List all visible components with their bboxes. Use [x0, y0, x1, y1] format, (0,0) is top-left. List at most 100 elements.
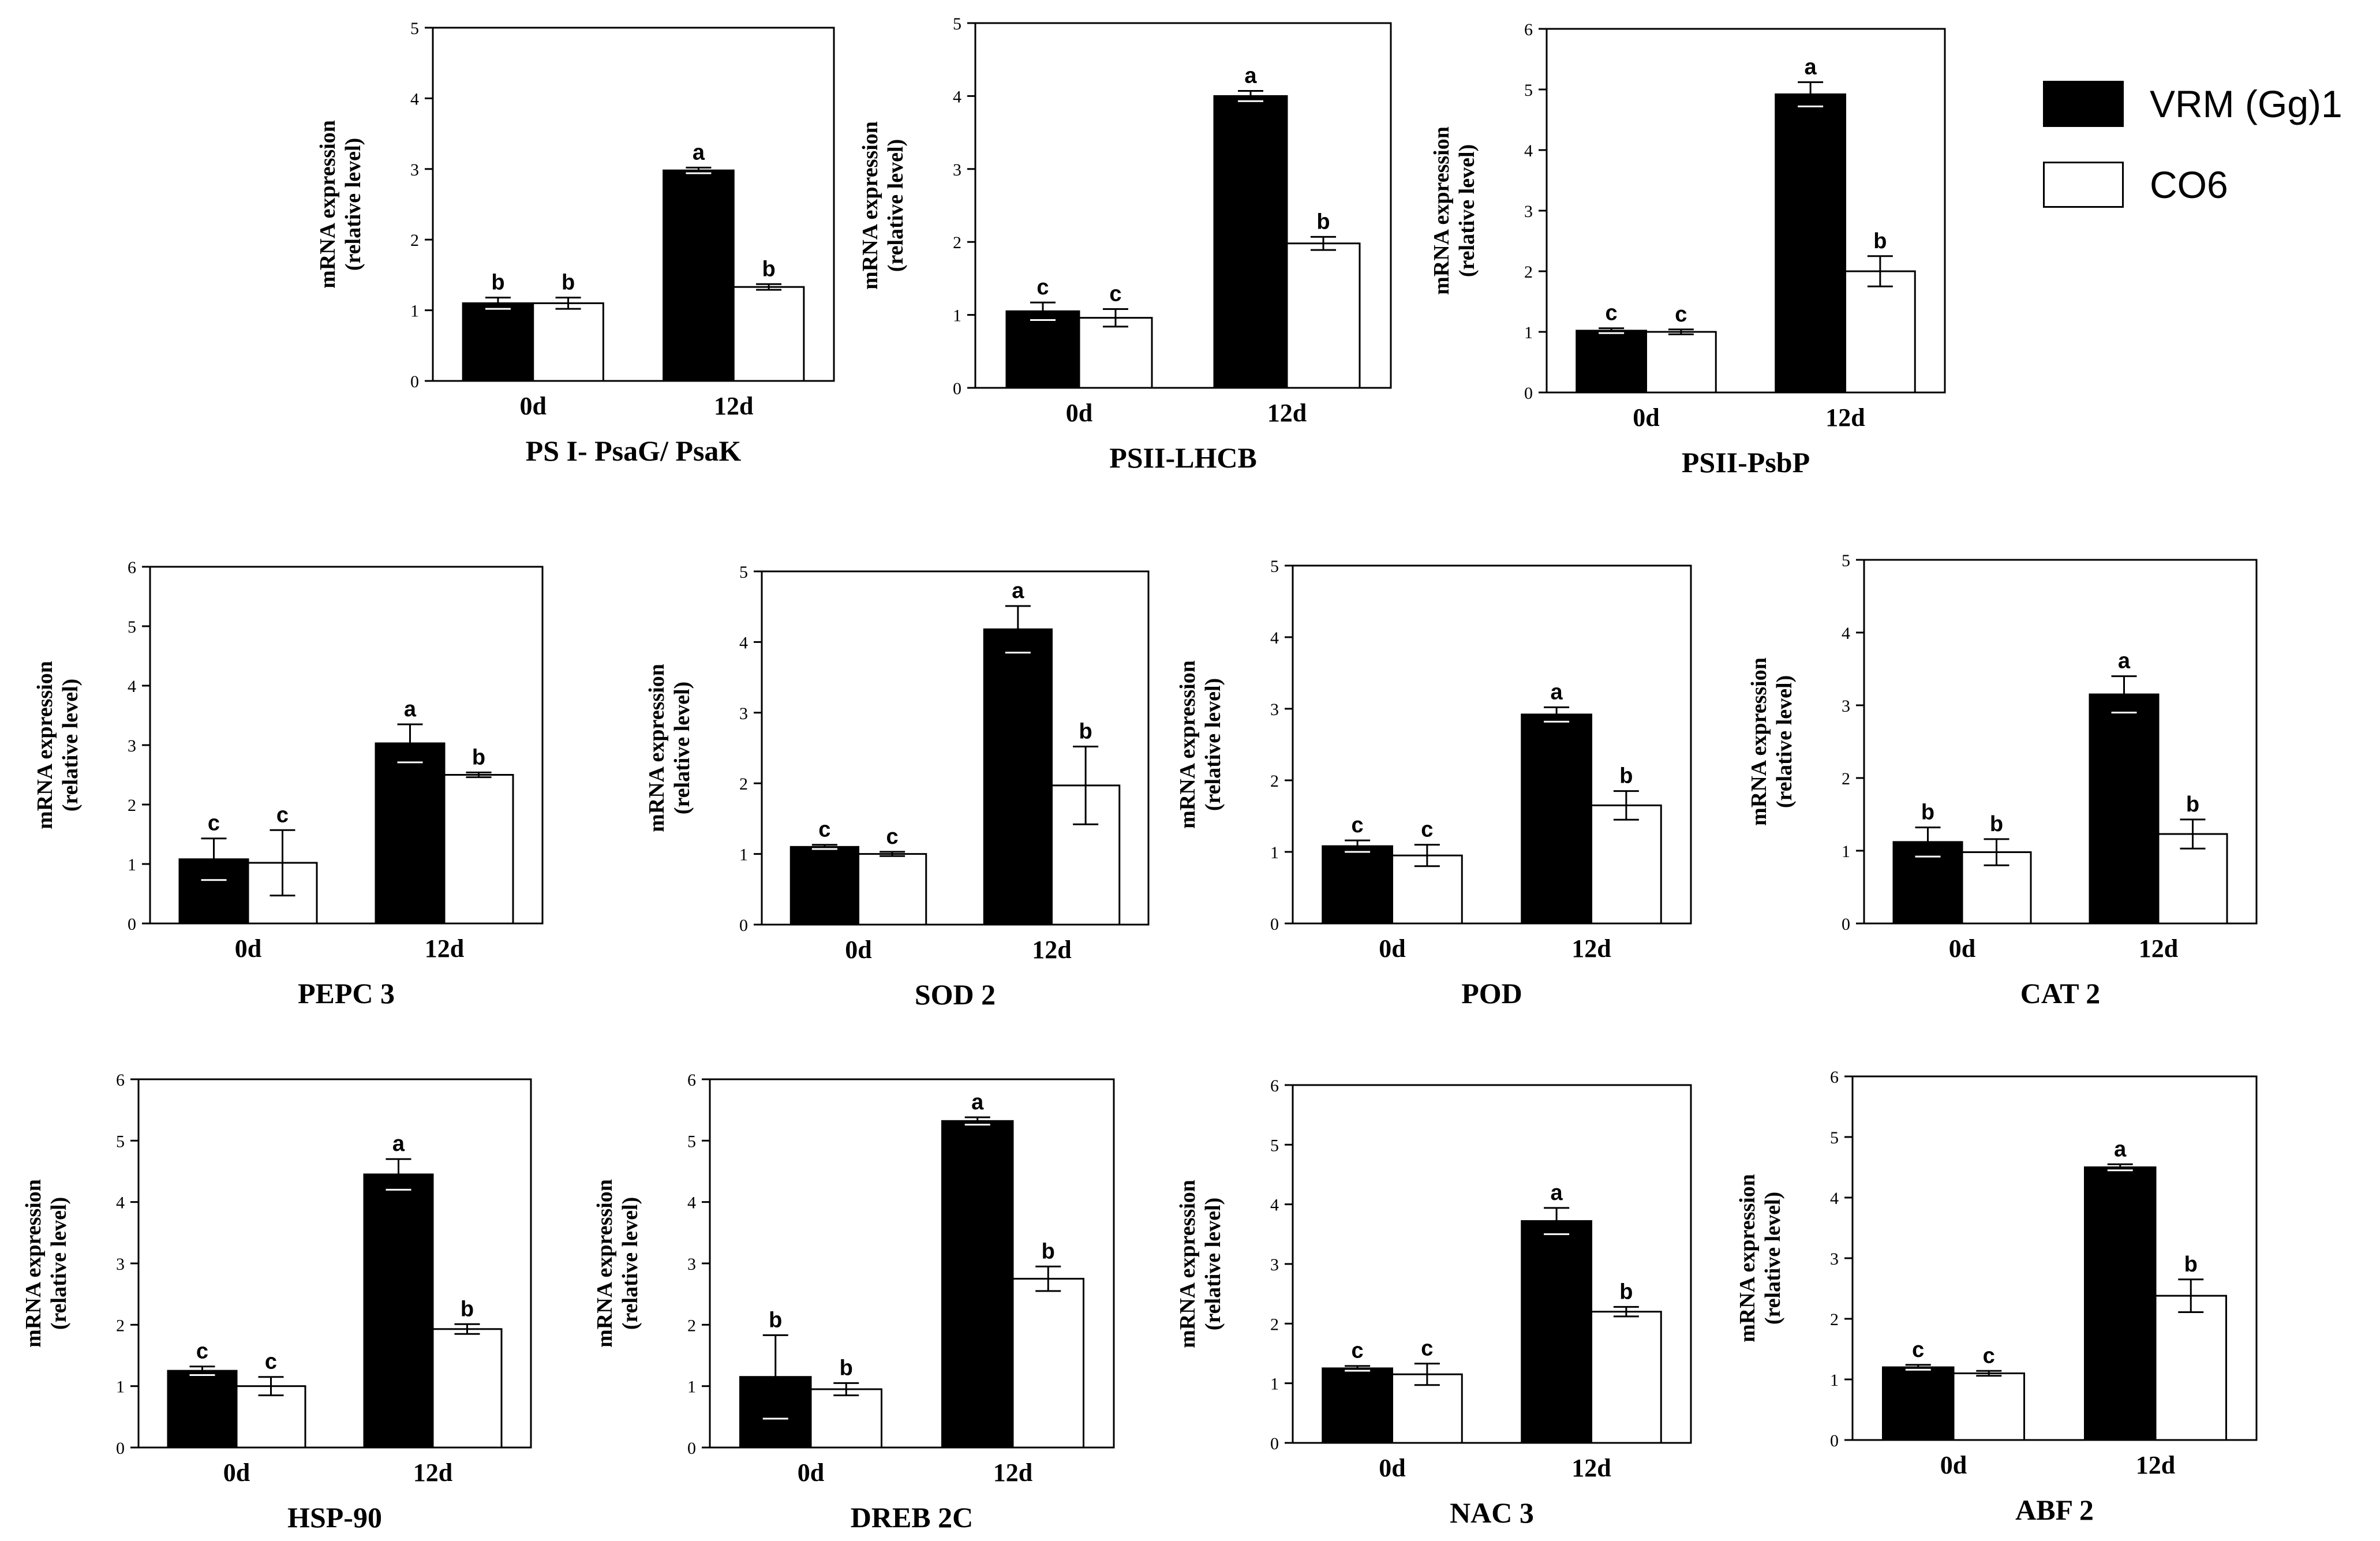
y-tick-label: 2: [116, 1316, 125, 1335]
chart-title: HSP-90: [287, 1501, 382, 1533]
significance-letter: c: [196, 1340, 208, 1364]
y-tick-label: 0: [128, 915, 136, 934]
significance-letter: b: [491, 271, 504, 295]
y-axis-title-line: (relative level): [1772, 675, 1797, 808]
y-axis-title-line: mRNA expression: [645, 664, 669, 832]
y-tick-label: 3: [1270, 1255, 1279, 1274]
y-tick-label: 2: [410, 231, 419, 250]
y-tick-label: 0: [116, 1439, 125, 1458]
x-tick-label: 0d: [1940, 1451, 1967, 1479]
y-axis-title: mRNA expression(relative level): [1430, 126, 1479, 295]
significance-letter: a: [1551, 1181, 1563, 1205]
y-axis-title: mRNA expression(relative level): [21, 1179, 71, 1348]
bar-co6: [532, 302, 604, 382]
y-tick-label: 2: [1270, 772, 1279, 791]
bar-vrm: [2084, 1166, 2157, 1441]
chart-panel: 0 1 2 3 4 5 6 mRNA expression(relative level) c c…: [1176, 1076, 1692, 1529]
y-axis-title-line: (relative level): [1201, 678, 1225, 811]
chart-title: PSII-LHCB: [1109, 442, 1257, 474]
y-tick-label: 0: [1524, 384, 1533, 403]
y-axis-title-line: (relative level): [341, 138, 365, 271]
x-tick-label: 12d: [425, 934, 464, 963]
y-tick-label: 4: [128, 677, 136, 696]
y-tick-label: 1: [1270, 843, 1279, 862]
y-tick-label: 6: [128, 558, 136, 577]
x-tick-label: 0d: [845, 936, 871, 964]
y-tick-label: 5: [953, 14, 961, 33]
y-tick-label: 0: [953, 379, 961, 398]
significance-letter: b: [840, 1356, 853, 1380]
y-tick-label: 4: [1830, 1189, 1839, 1208]
y-axis-title-line: (relative level): [884, 139, 908, 272]
bar-co6: [235, 1385, 306, 1449]
y-tick-label: 5: [128, 618, 136, 637]
chart-panel: 0 1 2 3 4 5 6 mRNA expression(relative level) c c…: [1430, 20, 1946, 478]
chart-title: POD: [1461, 977, 1522, 1009]
y-tick-label: 3: [1830, 1250, 1839, 1269]
significance-letter: a: [971, 1090, 984, 1114]
y-axis-title-line: (relative level): [1201, 1198, 1225, 1330]
significance-letter: b: [562, 271, 575, 295]
bar-co6: [858, 853, 927, 926]
significance-letter: b: [2186, 792, 2199, 817]
y-tick-label: 2: [1524, 263, 1533, 282]
bar-co6: [432, 1328, 503, 1449]
y-axis-title-line: (relative level): [1455, 144, 1479, 277]
bar-vrm: [1882, 1366, 1955, 1441]
y-axis-title-line: (relative level): [618, 1197, 642, 1330]
y-tick-label: 1: [410, 302, 419, 321]
y-axis-title: mRNA expression(relative level): [593, 1179, 642, 1348]
significance-letter: a: [693, 140, 705, 164]
bar-co6: [1645, 331, 1717, 394]
chart-panel: 0 1 2 3 4 5 mRNA expression(relative level) c c 0…: [1176, 557, 1692, 1009]
y-tick-label: 6: [1830, 1068, 1839, 1087]
bar-co6: [1952, 1372, 2025, 1441]
x-tick-label: 0d: [223, 1458, 250, 1487]
y-tick-label: 3: [1270, 700, 1279, 719]
y-axis-title: mRNA expression(relative level): [1176, 1180, 1225, 1348]
y-tick-label: 5: [116, 1132, 125, 1151]
y-axis-title-line: mRNA expression: [316, 120, 340, 289]
significance-letter: b: [1316, 210, 1330, 234]
x-tick-label: 12d: [1267, 399, 1307, 427]
y-tick-label: 3: [739, 704, 748, 723]
significance-letter: c: [1352, 1339, 1364, 1363]
y-tick-label: 3: [410, 160, 419, 179]
y-axis-title-line: mRNA expression: [1176, 1180, 1200, 1348]
chart-title: CAT 2: [2020, 977, 2100, 1009]
y-tick-label: 4: [1270, 1196, 1279, 1215]
bar-co6: [1012, 1278, 1084, 1449]
significance-letter: a: [2114, 1137, 2127, 1161]
significance-letter: c: [1036, 275, 1049, 300]
plot-frame: [761, 570, 1150, 926]
y-tick-label: 4: [116, 1194, 125, 1213]
y-tick-label: 4: [687, 1194, 696, 1213]
plot-frame: [1863, 559, 2258, 925]
y-tick-label: 3: [1842, 697, 1850, 716]
significance-letter: b: [461, 1297, 474, 1321]
x-tick-label: 12d: [1571, 1454, 1611, 1482]
chart-panel: 0 1 2 3 4 5 6 mRNA expression(relative level) b b…: [593, 1071, 1115, 1533]
bar-co6: [1051, 784, 1121, 926]
y-tick-label: 2: [687, 1316, 696, 1335]
significance-letter: b: [1921, 801, 1934, 825]
y-axis-title: mRNA expression(relative level): [1176, 660, 1225, 829]
y-axis-title: mRNA expression(relative level): [316, 120, 365, 289]
bar-vrm: [1775, 93, 1846, 394]
y-tick-label: 2: [128, 796, 136, 815]
chart-panel: 0 1 2 3 4 5 mRNA expression(relative level) b b 0…: [316, 19, 835, 467]
significance-letter: c: [1675, 302, 1687, 327]
bar-vrm: [941, 1120, 1014, 1449]
bar-vrm: [1213, 95, 1288, 389]
bar-vrm: [2089, 693, 2160, 925]
significance-letter: c: [886, 825, 899, 849]
significance-letter: c: [1983, 1344, 1995, 1368]
y-tick-label: 5: [1270, 1136, 1279, 1155]
chart-title: NAC 3: [1450, 1497, 1534, 1529]
significance-letter: b: [2184, 1252, 2198, 1277]
significance-letter: c: [1352, 813, 1364, 837]
chart-panel: 0 1 2 3 4 5 mRNA expression(relative level) c c 0…: [645, 563, 1150, 1011]
plot-frame: [432, 27, 835, 382]
y-axis-title: mRNA expression(relative level): [33, 661, 83, 829]
x-tick-label: 12d: [2136, 1451, 2175, 1479]
